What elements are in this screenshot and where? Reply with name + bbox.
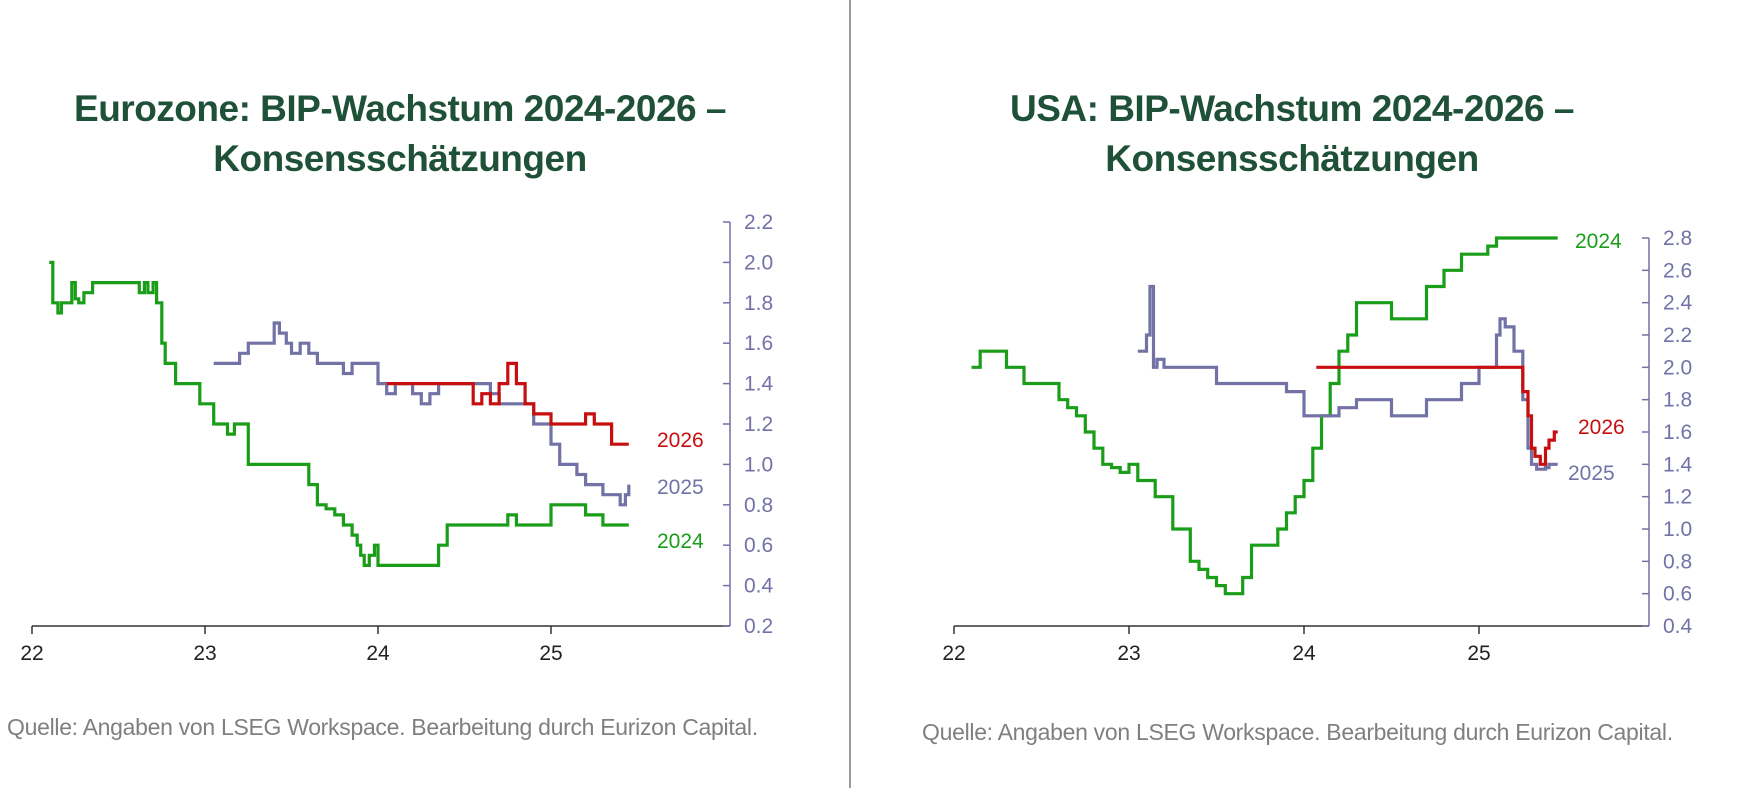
eurozone-chart-panel: Eurozone: BIP-Wachstum 2024-2026 – Konse… bbox=[0, 0, 850, 788]
y-tick-label: 1.0 bbox=[1663, 518, 1692, 541]
y-tick-label: 0.6 bbox=[744, 534, 773, 557]
y-tick-label: 0.4 bbox=[1663, 615, 1693, 638]
y-tick-label: 0.6 bbox=[1663, 583, 1692, 606]
y-tick-label: 2.0 bbox=[1663, 356, 1692, 379]
series-label-2025: 2025 bbox=[657, 476, 704, 499]
x-tick-label: 24 bbox=[366, 642, 390, 665]
series-line-2025 bbox=[1137, 284, 1558, 471]
y-tick-label: 1.4 bbox=[744, 373, 774, 396]
y-tick-label: 1.0 bbox=[744, 453, 773, 476]
x-tick-label: 24 bbox=[1292, 642, 1316, 665]
y-tick-label: 2.8 bbox=[1663, 227, 1692, 250]
source-note: Quelle: Angaben von LSEG Workspace. Bear… bbox=[7, 714, 758, 740]
chart-title-line2: Konsensschätzungen bbox=[1105, 138, 1479, 179]
series-line-2026 bbox=[1316, 365, 1558, 466]
series-label-2026: 2026 bbox=[1578, 416, 1625, 439]
series-line-2025 bbox=[213, 321, 631, 507]
usa-gdp-line-chart: 22 23 24 25 0.4 0.6 0.8 1.0 1.2 1.4 1.6 1.8 2.0 2.2 2.… bbox=[942, 227, 1693, 665]
chart-title: USA: BIP-Wachstum 2024-2026 – Konsenssch… bbox=[922, 84, 1662, 184]
series-label-2026: 2026 bbox=[657, 429, 704, 452]
y-tick-label: 0.8 bbox=[1663, 550, 1692, 573]
series-line-2024 bbox=[971, 236, 1558, 596]
x-tick-label: 22 bbox=[942, 642, 965, 665]
x-tick-label: 25 bbox=[1467, 642, 1490, 665]
y-tick-label: 2.6 bbox=[1663, 259, 1692, 282]
usa-chart-panel: USA: BIP-Wachstum 2024-2026 – Konsenssch… bbox=[852, 0, 1752, 788]
y-tick-label: 1.6 bbox=[744, 332, 773, 355]
series-line-2024 bbox=[49, 260, 629, 567]
y-tick-label: 2.2 bbox=[1663, 324, 1692, 347]
x-tick-label: 23 bbox=[193, 642, 216, 665]
series-line-2026 bbox=[386, 361, 629, 446]
series-label-2025: 2025 bbox=[1568, 462, 1615, 485]
y-tick-label: 2.4 bbox=[1663, 292, 1693, 315]
eurozone-gdp-line-chart: 22 23 24 25 0.2 0.4 0.6 0.8 1.0 1.2 1.4 1.6 1.8 2.0 2.… bbox=[20, 211, 774, 665]
y-tick-label: 0.8 bbox=[744, 494, 773, 517]
y-tick-label: 1.2 bbox=[744, 413, 773, 436]
y-tick-label: 1.8 bbox=[1663, 389, 1692, 412]
chart-title-line2: Konsensschätzungen bbox=[213, 138, 587, 179]
y-tick-label: 0.2 bbox=[744, 615, 773, 638]
x-tick-label: 25 bbox=[539, 642, 562, 665]
chart-title: Eurozone: BIP-Wachstum 2024-2026 – Konse… bbox=[30, 84, 770, 184]
y-tick-label: 1.2 bbox=[1663, 486, 1692, 509]
y-tick-label: 2.2 bbox=[744, 211, 773, 234]
chart-title-line1: Eurozone: BIP-Wachstum 2024-2026 – bbox=[74, 88, 726, 129]
y-tick-label: 1.8 bbox=[744, 292, 773, 315]
series-label-2024: 2024 bbox=[1575, 230, 1622, 253]
y-tick-label: 0.4 bbox=[744, 575, 774, 598]
x-tick-label: 23 bbox=[1117, 642, 1140, 665]
source-note: Quelle: Angaben von LSEG Workspace. Bear… bbox=[922, 719, 1673, 745]
chart-title-line1: USA: BIP-Wachstum 2024-2026 – bbox=[1009, 88, 1575, 129]
y-tick-label: 2.0 bbox=[744, 251, 773, 274]
series-label-2024: 2024 bbox=[657, 530, 704, 553]
y-tick-label: 1.6 bbox=[1663, 421, 1692, 444]
panel-divider bbox=[849, 0, 851, 788]
y-tick-label: 1.4 bbox=[1663, 453, 1693, 476]
x-tick-label: 22 bbox=[20, 642, 43, 665]
